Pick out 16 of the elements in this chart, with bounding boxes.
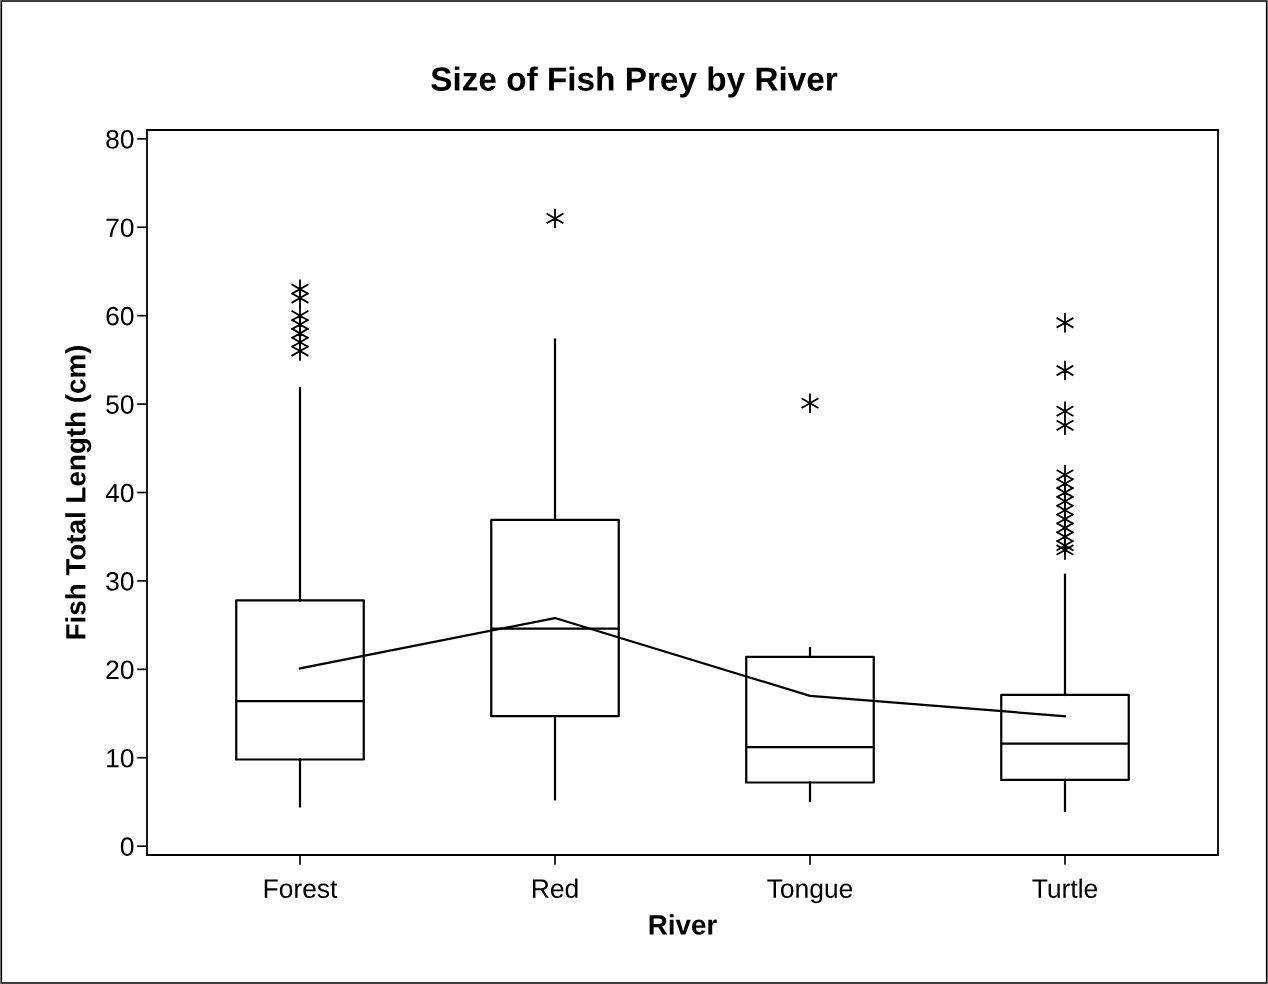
y-tick-label: 10 bbox=[107, 748, 134, 768]
x-axis-title: River bbox=[649, 914, 717, 935]
x-tick-label: Forest bbox=[264, 879, 338, 898]
y-tick-label: 70 bbox=[106, 218, 134, 238]
y-tick-label: 20 bbox=[106, 660, 134, 680]
y-tick-label: 80 bbox=[106, 129, 134, 149]
y-tick-label: 50 bbox=[106, 395, 134, 414]
x-tick-label: Tongue bbox=[767, 879, 853, 904]
y-tick-label: 40 bbox=[105, 483, 134, 503]
y-tick-label: 60 bbox=[106, 306, 134, 326]
y-tick-label: 0 bbox=[120, 837, 134, 856]
chart-title: Size of Fish Prey by River bbox=[431, 66, 838, 98]
x-tick-label: Red bbox=[532, 878, 578, 898]
y-tick-label: 30 bbox=[106, 572, 134, 591]
y-axis-title: Fish Total Length (cm) bbox=[65, 345, 92, 639]
x-tick-label: Turtle bbox=[1032, 878, 1098, 898]
